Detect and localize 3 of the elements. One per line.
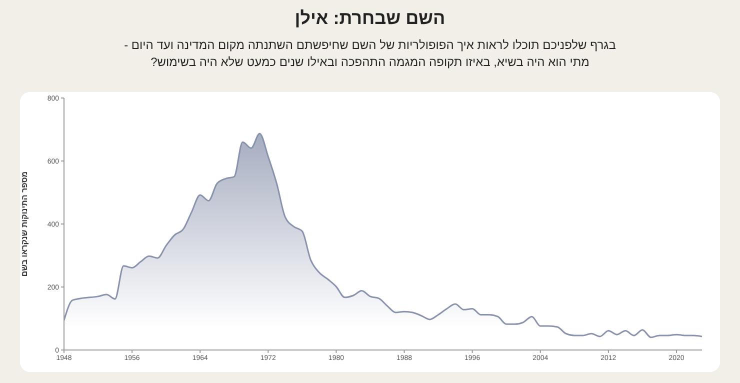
y-axis-title: מספר התינוקות שנקראו בשם: [20, 171, 29, 277]
chart-subtitle: בגרף שלפניכם תוכלו לראות איך הפופולריות של השם שחיפשתם השתנתה מקום המדינה ועד היום - מתי הוא היה בשיא, באיזו תקופה המגמה התהפכה ובאילו שנים כמעט שלא היה בשימוש?: [123, 37, 617, 71]
chart-title: השם שבחרת: אילן: [294, 8, 446, 29]
